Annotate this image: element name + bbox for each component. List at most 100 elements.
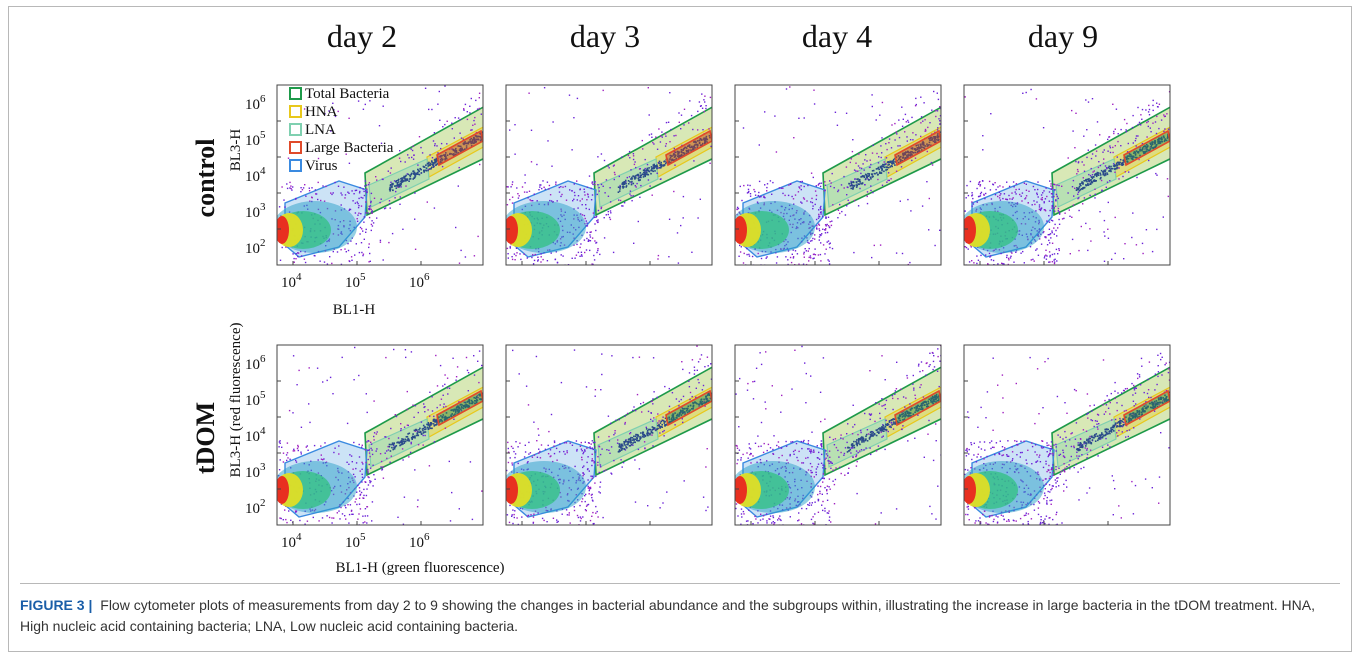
bacteria-dot [1097, 172, 1100, 174]
bacteria-dot [1097, 174, 1100, 176]
event-dot [359, 470, 361, 472]
event-dot [1007, 257, 1010, 260]
event-dot [286, 187, 289, 190]
event-dot [1101, 190, 1103, 192]
event-dot [287, 157, 290, 159]
event-dot [1058, 184, 1060, 187]
bacteria-dot [686, 150, 688, 152]
bacteria-dot [618, 444, 621, 447]
event-dot [354, 212, 357, 214]
bacteria-dot [1141, 147, 1144, 149]
event-dot [668, 411, 670, 413]
bacteria-dot [1122, 163, 1125, 166]
event-dot [837, 209, 840, 211]
event-dot [519, 253, 521, 255]
bacteria-dot [458, 145, 461, 147]
event-dot [375, 433, 378, 435]
event-dot [1141, 108, 1144, 111]
event-dot [368, 476, 370, 479]
event-dot [553, 440, 556, 442]
event-dot [365, 228, 367, 231]
bacteria-dot [696, 402, 698, 405]
event-dot [595, 242, 597, 244]
bacteria-dot [430, 427, 432, 430]
event-dot [844, 214, 847, 216]
day-label-4: day 9 [1028, 18, 1098, 54]
event-dot [863, 169, 865, 171]
event-dot [858, 153, 860, 155]
event-dot [358, 497, 361, 499]
bacteria-dot [1123, 160, 1126, 162]
event-dot [1163, 114, 1165, 116]
event-dot [645, 426, 647, 429]
bacteria-dot [877, 166, 880, 169]
event-dot [1156, 102, 1158, 104]
bacteria-dot [445, 412, 448, 414]
event-dot [301, 189, 304, 191]
event-dot [1148, 114, 1151, 116]
event-dot [289, 181, 291, 184]
bacteria-dot [467, 404, 470, 407]
bacteria-dot [454, 154, 456, 156]
event-dot [803, 256, 805, 258]
event-dot [584, 450, 586, 452]
event-dot [1038, 204, 1041, 206]
bacteria-dot [855, 184, 858, 186]
event-dot [812, 253, 815, 256]
event-dot [573, 244, 575, 246]
event-dot [870, 189, 872, 192]
event-dot [429, 154, 431, 156]
bacteria-dot [1076, 188, 1079, 190]
event-dot [824, 229, 827, 231]
bacteria-dot [892, 158, 895, 161]
bacteria-dot [868, 173, 871, 175]
bacteria-dot [414, 435, 416, 437]
event-dot [693, 369, 696, 372]
event-dot [511, 258, 514, 261]
event-dot [818, 239, 820, 241]
event-dot [563, 450, 565, 453]
event-dot [817, 184, 819, 186]
bacteria-dot [1135, 156, 1137, 159]
event-dot [1041, 197, 1043, 199]
event-dot [810, 448, 812, 451]
bacteria-dot [455, 149, 458, 152]
bacteria-dot [1116, 164, 1119, 167]
bacteria-dot [620, 449, 623, 451]
event-dot [746, 452, 748, 454]
event-dot [581, 204, 583, 206]
event-dot [587, 487, 589, 489]
event-dot [964, 246, 966, 248]
bacteria-dot [915, 149, 917, 151]
bacteria-dot [398, 184, 400, 186]
bacteria-dot [640, 174, 643, 176]
event-dot [971, 201, 973, 203]
event-dot [913, 387, 915, 389]
event-dot [1049, 256, 1051, 258]
event-dot [356, 220, 359, 222]
event-dot [506, 186, 508, 188]
event-dot [870, 163, 872, 166]
event-dot [673, 190, 675, 193]
event-dot [1009, 257, 1012, 259]
event-dot [808, 448, 810, 450]
bacteria-dot [389, 450, 392, 452]
event-dot [881, 101, 884, 104]
event-dot [972, 197, 974, 200]
event-dot [279, 459, 281, 461]
event-dot [358, 251, 361, 254]
bacteria-dot [401, 443, 403, 446]
event-dot [592, 448, 594, 451]
bacteria-dot [415, 173, 417, 176]
event-dot [433, 441, 436, 443]
event-dot [584, 194, 586, 196]
event-dot [796, 253, 799, 255]
event-dot [356, 201, 358, 203]
event-dot [506, 204, 509, 206]
event-dot [451, 122, 453, 124]
event-dot [618, 418, 620, 421]
event-dot [1045, 254, 1047, 256]
bacteria-dot [1134, 151, 1137, 154]
bacteria-dot [423, 171, 425, 173]
event-dot [628, 150, 631, 153]
